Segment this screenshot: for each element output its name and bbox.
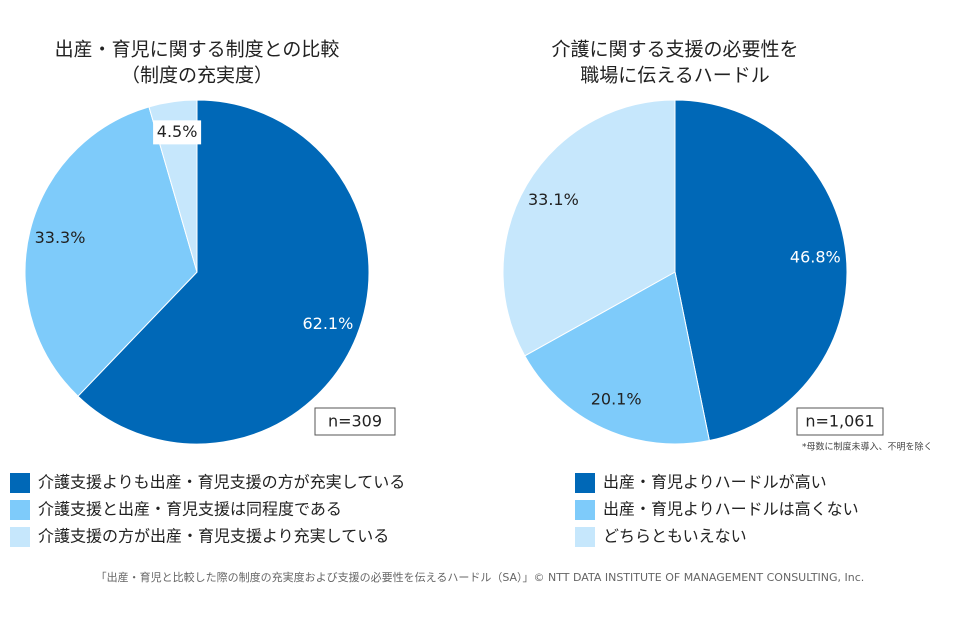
- chart-title: 出産・育児に関する制度との比較: [55, 39, 340, 61]
- sample-size: n=309: [328, 412, 382, 431]
- chart-title: 職場に伝えるハードル: [580, 65, 769, 87]
- data-label: 46.8%: [790, 247, 841, 266]
- legend-swatch: [575, 473, 595, 493]
- data-label: 20.1%: [591, 390, 642, 409]
- footnote: *母数に制度未導入、不明を除く: [802, 441, 933, 453]
- legend-swatch: [10, 473, 30, 493]
- pie-slice: [502, 99, 676, 357]
- source: 「出産・育児と比較した際の制度の充実度および支援の必要性を伝えるハードル（SA）…: [96, 570, 865, 584]
- legend-label: 介護支援の方が出産・育児支援より充実している: [38, 527, 389, 546]
- data-label: 62.1%: [302, 314, 353, 333]
- chart-title: 介護に関する支援の必要性を: [551, 39, 798, 61]
- legend-label: 介護支援と出産・育児支援は同程度である: [38, 500, 342, 519]
- data-label: 33.1%: [528, 190, 579, 209]
- pie-slice: [524, 271, 710, 445]
- legend-swatch: [575, 527, 595, 547]
- sample-size: n=1,061: [805, 412, 874, 431]
- chart-title: （制度の充実度）: [121, 65, 273, 87]
- label-bg: [153, 120, 202, 145]
- legend-swatch: [10, 527, 30, 547]
- pie-slice: [24, 106, 198, 397]
- pie-slice: [77, 99, 370, 445]
- legend-label: 出産・育児よりハードルが高い: [603, 473, 827, 492]
- legend-swatch: [575, 500, 595, 520]
- data-label: 4.5%: [157, 122, 198, 141]
- sample-box: [314, 407, 396, 436]
- sample-box: [796, 407, 884, 436]
- data-label: 33.3%: [35, 228, 86, 247]
- legend-label: どちらともいえない: [603, 527, 747, 546]
- legend-label: 介護支援よりも出産・育児支援の方が充実している: [38, 473, 405, 492]
- legend-label: 出産・育児よりハードルは高くない: [603, 500, 859, 519]
- pie-slice: [674, 99, 848, 442]
- legend-swatch: [10, 500, 30, 520]
